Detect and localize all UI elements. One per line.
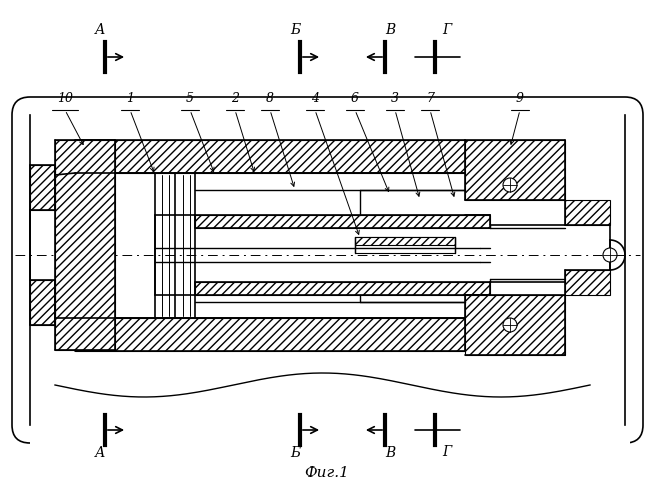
Bar — [355, 237, 455, 253]
Text: Г: Г — [442, 445, 452, 459]
Bar — [195, 282, 490, 295]
Bar — [30, 385, 630, 445]
Bar — [55, 140, 115, 350]
Bar — [75, 318, 465, 351]
Text: Г: Г — [442, 23, 452, 37]
Bar — [465, 140, 565, 200]
FancyBboxPatch shape — [12, 97, 643, 443]
Bar — [565, 200, 610, 225]
Text: 1: 1 — [126, 92, 134, 105]
Bar — [355, 237, 455, 245]
Text: В: В — [385, 446, 395, 460]
Text: Б: Б — [290, 23, 300, 37]
Text: 6: 6 — [351, 92, 359, 105]
Bar — [30, 280, 55, 325]
Text: В: В — [385, 23, 395, 37]
Text: 7: 7 — [426, 92, 434, 105]
Text: 2: 2 — [231, 92, 239, 105]
Text: Фиг.1: Фиг.1 — [305, 466, 349, 480]
Text: 10: 10 — [57, 92, 73, 105]
Bar — [465, 295, 565, 355]
Text: А: А — [95, 446, 105, 460]
Bar — [565, 270, 610, 295]
Circle shape — [603, 248, 617, 262]
Text: Б: Б — [290, 446, 300, 460]
Text: 4: 4 — [311, 92, 319, 105]
Circle shape — [503, 318, 517, 332]
Text: 9: 9 — [516, 92, 524, 105]
Bar — [30, 165, 55, 210]
Text: 3: 3 — [391, 92, 399, 105]
Bar — [75, 140, 465, 173]
Circle shape — [503, 178, 517, 192]
Text: 5: 5 — [186, 92, 194, 105]
Text: 8: 8 — [266, 92, 274, 105]
Text: А: А — [95, 23, 105, 37]
Bar — [195, 215, 490, 228]
